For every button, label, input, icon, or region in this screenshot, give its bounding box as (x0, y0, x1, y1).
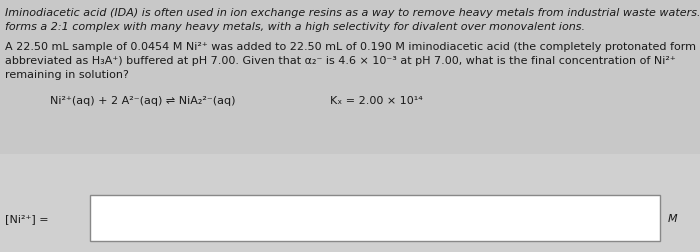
Text: [Ni²⁺] =: [Ni²⁺] = (5, 213, 48, 223)
Text: Ni²⁺(aq) + 2 A²⁻(aq) ⇌ NiA₂²⁻(aq): Ni²⁺(aq) + 2 A²⁻(aq) ⇌ NiA₂²⁻(aq) (50, 96, 235, 106)
Bar (0, 154, 700, 252)
Text: Iminodiacetic acid (IDA) is often used in ion exchange resins as a way to remove: Iminodiacetic acid (IDA) is often used i… (5, 8, 700, 18)
Text: M: M (668, 213, 678, 223)
Text: abbreviated as H₃A⁺) buffered at pH 7.00. Given that α₂⁻ is 4.6 × 10⁻³ at pH 7.0: abbreviated as H₃A⁺) buffered at pH 7.00… (5, 56, 676, 66)
Text: forms a 2:1 complex with many heavy metals, with a high selectivity for divalent: forms a 2:1 complex with many heavy meta… (5, 22, 585, 32)
Text: remaining in solution?: remaining in solution? (5, 70, 129, 80)
Text: Kₓ = 2.00 × 10¹⁴: Kₓ = 2.00 × 10¹⁴ (330, 96, 423, 106)
Text: A 22.50 mL sample of 0.0454 M Ni²⁺ was added to 22.50 mL of 0.190 M iminodiaceti: A 22.50 mL sample of 0.0454 M Ni²⁺ was a… (5, 42, 700, 52)
FancyBboxPatch shape (90, 195, 660, 241)
